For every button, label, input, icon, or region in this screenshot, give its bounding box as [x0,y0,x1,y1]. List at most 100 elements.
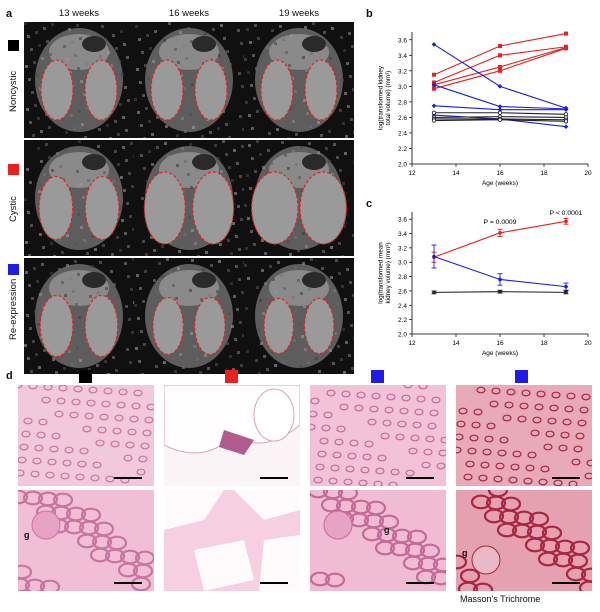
chart-c-y-tick-label: 2.8 [398,274,407,281]
chart-b-x-tick-label: 12 [408,170,416,177]
scale-bar [552,582,580,584]
chart-c-x-tick-label: 18 [540,340,548,347]
mri-cystic-week16 [134,140,244,256]
scale-bar [260,582,288,584]
chart-b-point [498,53,502,58]
chart-c-point [564,284,568,289]
scale-bar [260,477,288,479]
row-square-cystic [8,164,19,175]
chart-c-point [564,290,568,295]
chart-b-y-tick-label: 2.6 [398,115,407,122]
chart-c-point [432,254,436,259]
chart-c-y-axis-label: log(transformed meankidney volume) (mm³) [378,242,393,304]
chart-c-point [564,219,568,224]
histology-panel-r2-c4 [456,490,592,591]
histo-col-square-2 [225,370,238,383]
chart-b: 2.0 2.2 2.4 2.6 2.8 3.0 3.2 3.4 3.6 12 14 16 18 20 Age… [368,10,598,200]
scale-bar [552,477,580,479]
mri-reexpression-week16 [134,258,244,374]
chart-c-y-tick-label: 3.2 [398,245,407,252]
chart-b-point [432,72,436,77]
scale-bar [406,477,434,479]
row-square-noncystic [8,40,19,51]
histology-panel-r1-c1 [18,385,154,486]
mri-noncystic-week16 [134,22,244,138]
mri-reexpression-week13 [24,258,134,374]
histo-col-square-4 [515,370,528,383]
chart-b-point [431,103,437,109]
histo-col-square-3 [371,370,384,383]
chart-c-x-tick-label: 14 [452,340,460,347]
histology-panel-r2-c2 [164,490,300,591]
chart-c-series-line-0 [433,220,567,258]
row-label-noncystic: Noncystic [8,70,19,112]
row-label-cystic: Cystic [8,196,19,222]
chart-c-x-tick-label: 16 [496,340,504,347]
chart-c-point [498,231,502,235]
row-label-reexpression: Re-expression [8,278,19,340]
chart-b-y-tick-label: 3.4 [398,53,407,60]
chart-b-x-tick-label: 14 [452,170,460,177]
chart-c-x-tick-label: 12 [408,340,416,347]
histology-panel-r1-c3 [310,385,446,486]
histology-panel-r1-c2 [164,385,300,486]
chart-c-point [432,290,436,295]
week-label-16: 16 weeks [168,8,210,19]
chart-c-y-tick-label: 2.6 [398,288,407,295]
scale-bar [114,582,142,584]
chart-c-y-tick-label: 3.0 [398,260,407,267]
week-label-13: 13 weeks [58,8,100,19]
chart-c-point [498,277,502,282]
chart-b-x-tick-label: 20 [584,170,592,177]
chart-b-point [497,107,503,112]
chart-b-x-tick-label: 16 [496,170,504,177]
mri-noncystic-week19 [244,22,354,138]
chart-b-point [497,117,503,122]
histology-panel-r2-c3 [310,490,446,591]
chart-b-point [563,124,569,130]
chart-c: 2.0 2.2 2.4 2.6 2.8 3.0 3.2 3.4 3.6 12 14 16 18 20 Age… [368,200,598,368]
histology-panel-r1-c4 [456,385,592,486]
chart-b-point [564,46,568,51]
glomerulus-label: g [24,530,30,540]
chart-b-point [498,68,502,73]
histology-panel-r2-c1 [18,490,154,591]
scale-bar [114,477,142,479]
chart-b-x-axis-label: Age (weeks) [482,180,518,187]
chart-b-y-tick-label: 2.0 [398,162,407,169]
chart-b-point [431,42,437,47]
mri-cystic-week13 [24,140,134,256]
glomerulus-label: g [384,525,390,535]
histo-col-square-1 [79,370,92,383]
chart-b-point [497,110,503,115]
panel-letter-b: b [366,8,373,20]
chart-b-x-tick-label: 18 [540,170,548,177]
chart-b-point [498,43,502,48]
chart-c-y-tick-label: 2.0 [398,332,407,339]
mri-noncystic-week13 [24,22,134,138]
chart-b-point [431,82,437,88]
chart-b-y-tick-label: 2.4 [398,130,407,137]
chart-c-x-tick-label: 20 [584,340,592,347]
chart-b-y-tick-label: 3.0 [398,84,407,91]
chart-b-point [431,110,437,115]
chart-b-point [431,118,437,123]
chart-c-y-tick-label: 2.4 [398,303,407,310]
stain-caption: Masson's Trichrome [460,594,541,604]
chart-b-point [432,86,436,91]
scale-bar [406,582,434,584]
chart-b-series-line-1 [433,46,567,83]
chart-c-x-axis-label: Age (weeks) [482,350,518,357]
chart-c-y-tick-label: 3.6 [398,217,407,224]
chart-c-y-tick-label: 2.2 [398,317,407,324]
chart-b-point [497,104,503,109]
chart-c-p-value-0: P = 0.0009 [484,219,517,226]
week-label-19: 19 weeks [278,8,320,19]
mri-reexpression-week19 [244,258,354,374]
chart-b-y-tick-label: 3.6 [398,37,407,44]
mri-cystic-week19 [244,140,354,256]
panel-letter-d: d [6,370,13,382]
panel-letter-a: a [6,8,13,20]
chart-b-y-tick-label: 2.8 [398,99,407,106]
chart-b-y-axis-label: log(transformed kidneytotal volume) (mm³… [378,65,393,130]
